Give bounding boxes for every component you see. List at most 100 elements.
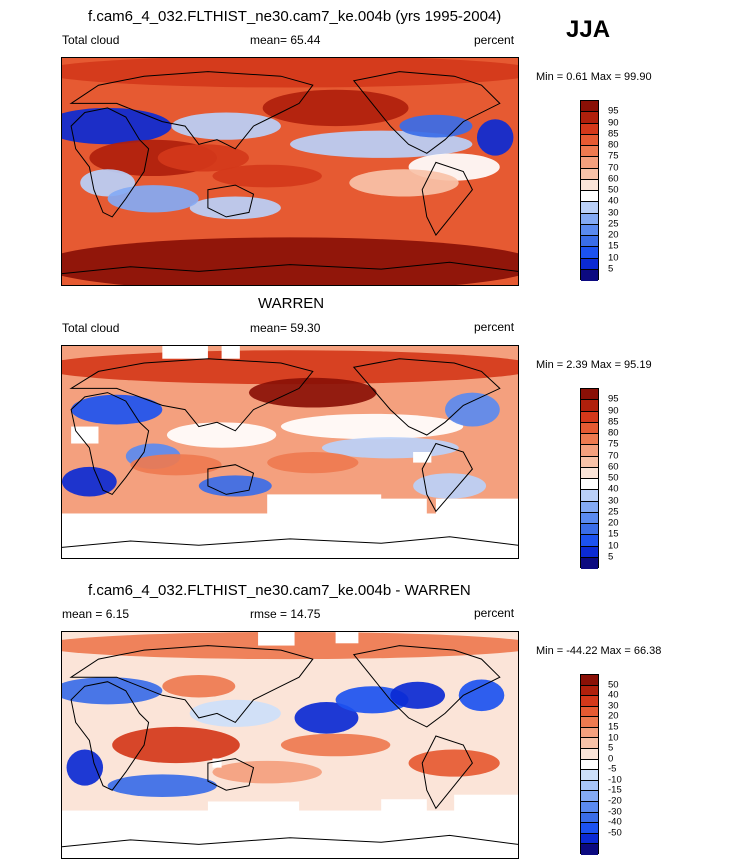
panel-3-difference-map [61,631,519,859]
map-3-missing-data [454,794,518,818]
panel-3-units-label: percent [474,606,515,620]
colorbar-swatch [581,191,598,203]
map-3-missing-data [335,632,359,644]
map-3-coastline [62,834,518,848]
map-3-coastline [70,681,150,791]
map-3-field-region [408,749,500,777]
map-1-coastline [69,71,314,150]
colorbar-swatch [581,557,598,569]
map-2-field-region [130,454,222,476]
map-1-coastline [70,107,150,218]
colorbar-tick-label: -15 [608,784,622,796]
map-3-coastline [352,645,501,728]
colorbar-tick-label: 50 [608,472,619,484]
map-3-missing-data [258,632,295,646]
colorbar-swatch [581,738,598,750]
colorbar-swatch [581,224,598,236]
colorbar-tick-label: 30 [608,495,619,506]
colorbar-swatch [581,759,598,771]
map-2-field-region [280,413,464,440]
panel-1-colorbar [580,100,599,281]
colorbar-tick-label: 25 [608,218,619,230]
colorbar-swatch [581,727,598,739]
colorbar-tick-label: 10 [608,732,619,744]
colorbar-tick-label: -5 [608,763,617,775]
colorbar-tick-label: 5 [608,263,614,275]
map-2-field-region [71,394,163,425]
map-2-missing-data [435,498,518,520]
map-3-missing-data [212,758,222,768]
colorbar-swatch [581,434,598,446]
colorbar-tick-label: 5 [608,551,614,563]
colorbar-tick-label: 10 [608,540,619,551]
colorbar-tick-label: 40 [608,689,619,701]
map-2-coastline [352,358,501,436]
colorbar-tick-label: 40 [608,195,619,207]
colorbar-swatch [581,812,598,824]
colorbar-swatch [581,101,598,113]
colorbar-tick-label: 95 [608,393,619,405]
colorbar-swatch [581,157,598,169]
map-2-missing-data [413,452,432,463]
map-2-field-region [413,473,487,499]
colorbar-tick-label: 40 [608,483,619,495]
map-2-missing-data [71,426,99,444]
map-2-coastline [62,536,518,548]
colorbar-swatch [581,411,598,423]
colorbar-tick-label: 60 [608,461,619,473]
map-1-coastline [62,261,518,275]
colorbar-swatch [581,791,598,802]
map-2-field-region [267,452,359,474]
colorbar-swatch [581,269,598,281]
colorbar-tick-label: 10 [608,252,619,263]
colorbar-tick-label: 90 [608,117,619,128]
panel-3-mean-label: mean = 6.15 [62,607,130,621]
colorbar-swatch [581,717,598,728]
colorbar-tick-label: 85 [608,128,619,140]
colorbar-swatch [581,706,598,718]
panel-3-rmse-label: rmse = 14.75 [250,607,321,621]
colorbar-swatch [581,258,598,270]
panel-2-variable-label: Total cloud [62,321,120,335]
colorbar-tick-label: 20 [608,517,619,529]
season-label: JJA [566,16,611,43]
map-1-field-region [290,130,473,158]
map-2-coastline [207,464,255,495]
map-1-field-region [107,185,199,213]
map-2-missing-data [267,494,382,520]
colorbar-swatch [581,146,598,158]
colorbar-tick-label: 15 [608,721,619,733]
colorbar-swatch [581,512,598,524]
map-3-coastline [421,735,473,810]
colorbar-tick-label: 25 [608,506,619,518]
colorbar-tick-label: 70 [608,450,619,461]
panel-1-variable-label: Total cloud [62,33,120,47]
colorbar-tick-label: -10 [608,774,622,786]
colorbar-swatch [581,445,598,457]
map-3-field-region [112,726,240,764]
colorbar-tick-label: 80 [608,139,619,151]
colorbar-tick-label: 15 [608,528,619,540]
colorbar-tick-label: 80 [608,427,619,439]
colorbar-tick-label: 0 [608,753,614,765]
colorbar-tick-label: 50 [608,679,619,691]
map-3-field-region [294,702,359,734]
colorbar-tick-label: 5 [608,742,614,754]
colorbar-tick-label: 20 [608,710,619,722]
colorbar-swatch [581,422,598,434]
colorbar-swatch [581,467,598,479]
panel-3-colorbar [580,674,599,855]
colorbar-swatch [581,833,598,845]
panel-1-minmax: Min = 0.61 Max = 99.90 [536,71,652,83]
colorbar-tick-label: 15 [608,240,619,252]
colorbar-swatch [581,801,598,813]
map-2-field-region [62,466,117,497]
map-1-coastline [207,184,255,218]
map-1-field-region [262,89,409,127]
panel-1-model-map [61,57,519,286]
colorbar-swatch [581,749,598,760]
panel-2-units-label: percent [474,320,515,334]
map-2-field-region [248,377,377,408]
colorbar-swatch [581,675,598,686]
colorbar-tick-label: 85 [608,416,619,428]
